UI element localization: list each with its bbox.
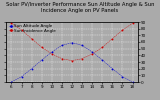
Point xyxy=(40,46,43,48)
Point xyxy=(121,29,124,31)
Point xyxy=(101,46,104,48)
Point xyxy=(51,51,53,53)
Legend: Sun Altitude Angle, Sun Incidence Angle: Sun Altitude Angle, Sun Incidence Angle xyxy=(8,24,56,33)
Point xyxy=(61,58,63,60)
Point xyxy=(81,44,83,46)
Point xyxy=(30,68,33,70)
Point xyxy=(111,68,114,70)
Point xyxy=(71,60,73,62)
Point xyxy=(40,59,43,61)
Point xyxy=(131,22,134,24)
Point xyxy=(91,51,93,53)
Text: Solar PV/Inverter Performance Sun Altitude Angle & Sun Incidence Angle on PV Pan: Solar PV/Inverter Performance Sun Altitu… xyxy=(6,2,154,13)
Point xyxy=(101,59,104,61)
Point xyxy=(61,44,63,46)
Point xyxy=(51,53,53,55)
Point xyxy=(91,53,93,55)
Point xyxy=(20,29,23,31)
Point xyxy=(121,76,124,78)
Point xyxy=(81,58,83,60)
Point xyxy=(131,81,134,83)
Point xyxy=(30,38,33,40)
Point xyxy=(71,42,73,44)
Point xyxy=(10,81,13,83)
Point xyxy=(10,22,13,24)
Point xyxy=(111,38,114,40)
Point xyxy=(20,76,23,78)
